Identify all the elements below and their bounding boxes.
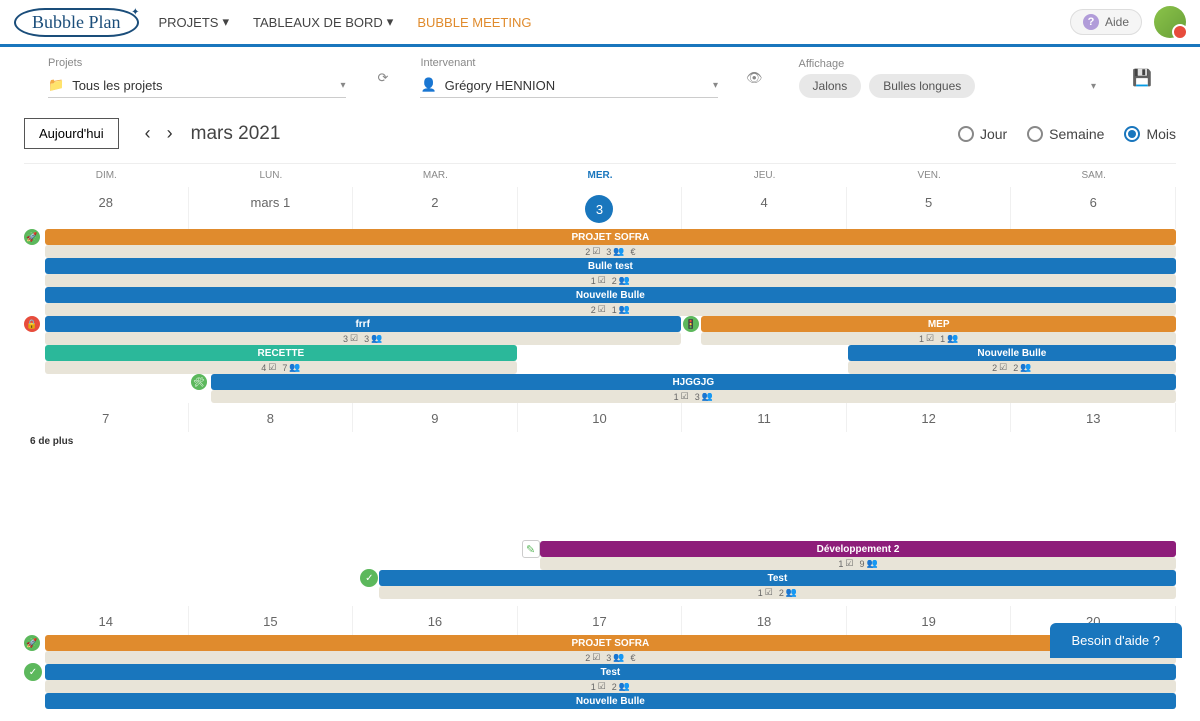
caret-down-icon: ▾ (713, 80, 718, 91)
nav-projets[interactable]: PROJETS ▾ (159, 14, 230, 30)
traffic-icon: 🚦 (683, 316, 699, 332)
event-bar[interactable]: Nouvelle Bulle (45, 287, 1176, 303)
caret-down-icon: ▾ (341, 80, 346, 91)
event-bar[interactable]: Test (379, 570, 1176, 586)
filters-bar: Projets 📁 Tous les projets ▾ ⟳ Intervena… (0, 47, 1200, 106)
event-bar[interactable]: HJGGJG (211, 374, 1176, 390)
tools-icon: 🛠 (191, 374, 207, 390)
event-bar[interactable]: Nouvelle Bulle (45, 693, 1176, 709)
user-avatar[interactable] (1154, 6, 1186, 38)
calendar: Aujourd'hui ‹ › mars 2021 Jour Semaine M… (0, 106, 1200, 721)
prev-month-button[interactable]: ‹ (137, 123, 159, 144)
rocket-icon: 🚀 (24, 635, 40, 651)
event-bar[interactable]: PROJET SOFRA (45, 229, 1176, 245)
caret-down-icon: ▾ (387, 14, 394, 30)
eye-icon[interactable]: 👁 (746, 70, 763, 86)
event-bar[interactable]: frrf (45, 316, 681, 332)
notification-badge (1172, 24, 1188, 40)
today-button[interactable]: Aujourd'hui (24, 118, 119, 149)
logo: Bubble Plan (14, 8, 139, 37)
check-icon: ✓ (24, 663, 42, 681)
filter-label-projets: Projets (48, 57, 346, 69)
event-bar[interactable]: MEP (701, 316, 1176, 332)
help-chip[interactable]: Besoin d'aide ? (1050, 623, 1183, 658)
help-button[interactable]: ?Aide (1070, 9, 1142, 35)
month-title: mars 2021 (191, 123, 281, 145)
event-bar[interactable]: Bulle test (45, 258, 1176, 274)
caret-down-icon: ▾ (1091, 81, 1096, 92)
pill-jalons[interactable]: Jalons (799, 74, 862, 98)
event-bar[interactable]: Test (45, 664, 1176, 680)
user-icon: 👤 (420, 77, 436, 93)
week-row-3: 14 15 16 17 18 19 20 (24, 606, 1176, 635)
filter-label-intervenant: Intervenant (420, 57, 718, 69)
top-bar: Bubble Plan PROJETS ▾ TABLEAUX DE BORD ▾… (0, 0, 1200, 47)
view-semaine[interactable]: Semaine (1027, 126, 1104, 142)
filter-label-affichage: Affichage (799, 58, 1097, 70)
rocket-icon: 🚀 (24, 229, 40, 245)
more-events[interactable]: 6 de plus (24, 432, 1176, 451)
filter-select-projets[interactable]: 📁 Tous les projets ▾ (48, 73, 346, 98)
next-month-button[interactable]: › (159, 123, 181, 144)
folder-icon: 📁 (48, 77, 64, 93)
edit-icon[interactable]: ✎ (522, 540, 540, 558)
view-mois[interactable]: Mois (1124, 126, 1176, 142)
pill-bulles[interactable]: Bulles longues (869, 74, 975, 98)
event-bar[interactable]: RECETTE (45, 345, 517, 361)
nav-tableaux[interactable]: TABLEAUX DE BORD ▾ (253, 14, 393, 30)
lock-icon: 🔒 (24, 316, 40, 332)
nav-bubble-meeting[interactable]: BUBBLE MEETING (417, 15, 531, 30)
week-row-2: 7 8 9 10 11 12 13 (24, 403, 1176, 432)
week-row-1: 28 mars 1 2 3 4 5 6 (24, 187, 1176, 229)
caret-down-icon: ▾ (222, 14, 229, 30)
refresh-icon[interactable]: ⟳ (378, 70, 389, 86)
save-icon[interactable]: 💾 (1132, 68, 1152, 88)
event-bar[interactable]: Développement 2 (540, 541, 1176, 557)
filter-select-intervenant[interactable]: 👤 Grégory HENNION ▾ (420, 73, 718, 98)
day-headers: DIM. LUN. MAR. MER. JEU. VEN. SAM. (24, 163, 1176, 187)
event-bar[interactable]: Nouvelle Bulle (848, 345, 1176, 361)
event-bar[interactable]: PROJET SOFRA (45, 635, 1176, 651)
view-jour[interactable]: Jour (958, 126, 1007, 142)
check-icon: ✓ (360, 569, 378, 587)
help-icon: ? (1083, 14, 1099, 30)
